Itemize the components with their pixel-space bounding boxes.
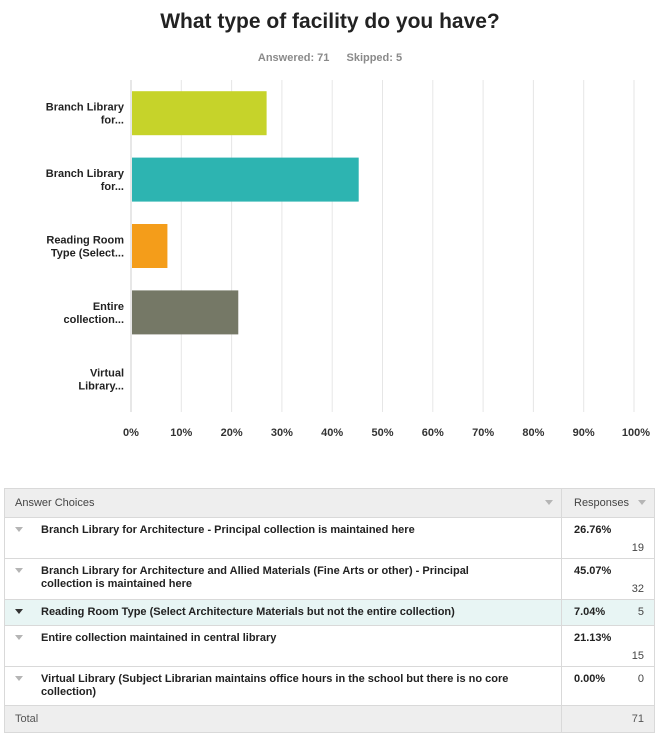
expand-caret-icon[interactable]	[15, 634, 23, 640]
response-percent: 21.13%	[574, 632, 612, 644]
expand-caret-icon[interactable]	[15, 675, 23, 681]
responses-header-label: Responses	[574, 497, 630, 509]
x-tick-label: 100%	[622, 427, 650, 439]
answer-choice-cell: Branch Library for Architecture and Alli…	[4, 558, 562, 600]
x-tick-label: 70%	[472, 427, 494, 439]
responses-header[interactable]: Responses	[561, 488, 655, 518]
response-cell: 45.07% 32	[561, 558, 655, 600]
bar[interactable]	[132, 157, 359, 202]
answer-choice-cell: Entire collection maintained in central …	[4, 625, 562, 667]
table-row[interactable]: Reading Room Type (Select Architecture M…	[4, 599, 655, 626]
x-tick-label: 50%	[371, 427, 393, 439]
answer-choices-header-label: Answer Choices	[15, 497, 95, 509]
answer-choices-header[interactable]: Answer Choices	[4, 488, 562, 518]
response-count: 0	[637, 673, 644, 685]
response-percent: 45.07%	[574, 565, 612, 577]
response-percent: 0.00%	[574, 673, 606, 685]
responses-table: Answer Choices Responses Branch Library …	[4, 488, 655, 733]
bar-chart: Branch Library for... Branch Library for...…	[46, 80, 650, 439]
x-tick-label: 90%	[573, 427, 595, 439]
responses-table-container: Answer Choices Responses Branch Library …	[4, 488, 655, 733]
bar[interactable]	[132, 91, 267, 136]
response-cell: 26.76% 19	[561, 517, 655, 559]
sort-caret-icon[interactable]	[638, 500, 646, 505]
answer-choice-cell: Virtual Library (Subject Librarian maint…	[4, 666, 562, 706]
skipped-count: Skipped: 5	[346, 52, 403, 64]
answered-count: Answered: 71	[257, 52, 330, 64]
table-row[interactable]: Entire collection maintained in central …	[4, 625, 655, 667]
response-percent: 26.76%	[574, 524, 612, 536]
total-value: 71	[561, 705, 655, 733]
table-row[interactable]: Virtual Library (Subject Librarian maint…	[4, 666, 655, 706]
table-row[interactable]: Branch Library for Architecture - Princi…	[4, 517, 655, 559]
answer-choice-label: Branch Library for Architecture and Alli…	[41, 565, 469, 590]
total-label: Total	[4, 705, 562, 733]
x-tick-label: 40%	[321, 427, 343, 439]
expand-caret-icon[interactable]	[15, 526, 23, 532]
response-count: 32	[631, 583, 644, 595]
response-cell: 7.04% 5	[561, 599, 655, 626]
category-label: Virtual Library...	[78, 367, 124, 392]
category-label: Entire collection...	[63, 301, 124, 326]
expand-caret-icon[interactable]	[15, 567, 23, 573]
sort-caret-icon[interactable]	[545, 500, 553, 505]
response-cell: 0.00% 0	[561, 666, 655, 706]
x-tick-label: 0%	[123, 427, 139, 439]
response-count: 5	[637, 606, 644, 618]
x-tick-label: 30%	[271, 427, 293, 439]
chart-title: What type of facility do you have?	[160, 10, 500, 33]
response-cell: 21.13% 15	[561, 625, 655, 667]
x-tick-label: 20%	[221, 427, 243, 439]
x-tick-label: 10%	[170, 427, 192, 439]
answer-choice-label: Reading Room Type (Select Architecture M…	[41, 606, 455, 618]
category-label: Reading Room Type (Select...	[46, 235, 124, 260]
answer-choice-label: Entire collection maintained in central …	[41, 632, 277, 644]
response-count: 15	[631, 650, 644, 662]
answer-choice-label: Virtual Library (Subject Librarian maint…	[41, 673, 509, 698]
category-label: Branch Library for...	[46, 102, 125, 127]
bar[interactable]	[132, 224, 168, 268]
total-row: Total 71	[4, 705, 655, 733]
expand-caret-icon[interactable]	[15, 608, 23, 614]
answer-choice-label: Branch Library for Architecture - Princi…	[41, 524, 415, 536]
category-label: Branch Library for...	[46, 168, 125, 193]
x-tick-label: 60%	[422, 427, 444, 439]
response-stats: Answered: 71 Skipped: 5	[0, 52, 660, 64]
table-row[interactable]: Branch Library for Architecture and Alli…	[4, 558, 655, 600]
response-count: 19	[631, 542, 644, 554]
answer-choice-cell: Branch Library for Architecture - Princi…	[4, 517, 562, 559]
response-percent: 7.04%	[574, 606, 606, 618]
bar[interactable]	[132, 290, 239, 335]
x-tick-label: 80%	[522, 427, 544, 439]
answer-choice-cell: Reading Room Type (Select Architecture M…	[4, 599, 562, 626]
